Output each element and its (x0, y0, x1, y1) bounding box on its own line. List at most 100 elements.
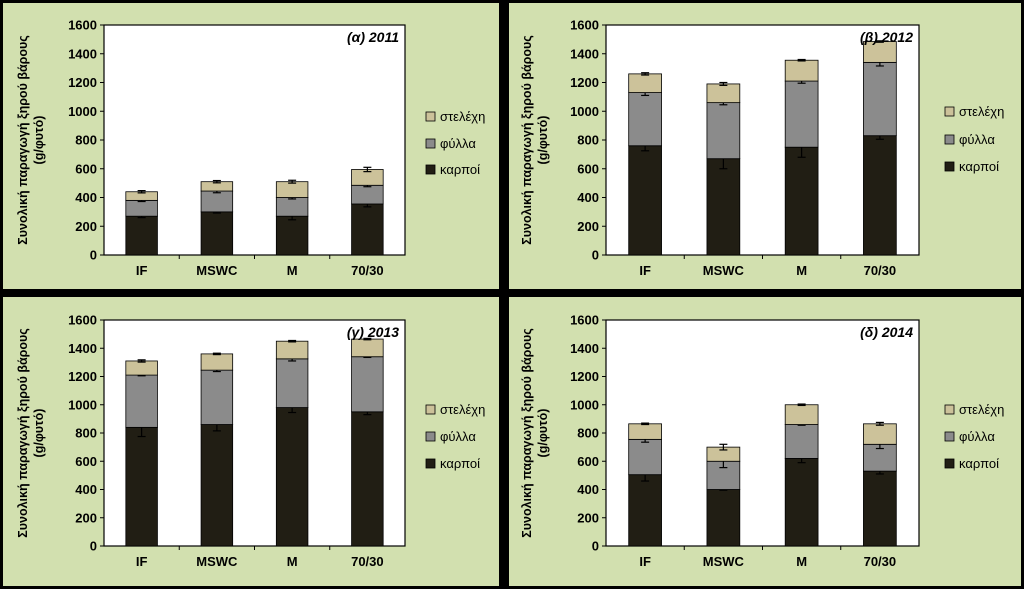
y-tick-label: 1200 (570, 75, 599, 90)
error-bar (641, 422, 650, 426)
y-tick-label: 400 (577, 482, 599, 497)
y-tick-label: 0 (90, 248, 97, 263)
y-tick-label: 1000 (68, 397, 97, 412)
y-tick-label: 600 (577, 161, 599, 176)
bar-segment (628, 438, 662, 476)
y-tick-label: 1600 (68, 313, 97, 328)
error-bar (641, 72, 650, 76)
bar-segment (863, 423, 897, 445)
bar-segment (125, 215, 158, 256)
y-tick-label: 1000 (570, 104, 599, 119)
error-bar (137, 359, 146, 363)
y-tick-label: 0 (592, 248, 599, 263)
y-tick-label: 1600 (570, 18, 599, 33)
error-bar (719, 443, 728, 451)
error-bar (288, 339, 297, 343)
error-bar (212, 352, 221, 356)
y-tick-label: 200 (75, 219, 97, 234)
x-tick-label: IF (136, 263, 148, 278)
legend-swatch (944, 106, 955, 117)
chart-svg: 0 200 400 600 800 1000 1200 1400 1600 IF MSWC M 70/3… (16, 313, 485, 570)
bar-segment (200, 211, 234, 256)
legend-label: στελέχη (959, 402, 1004, 417)
bar-segment (706, 102, 741, 160)
error-bar (288, 179, 297, 184)
bar-segment (125, 426, 158, 547)
x-tick-label: 70/30 (864, 554, 897, 569)
x-tick-label: IF (639, 263, 651, 278)
bar-segment (784, 59, 819, 82)
bar-segment (863, 135, 897, 256)
bar-segment (200, 424, 234, 547)
bar-segment (706, 489, 741, 547)
bar-segment (351, 411, 384, 547)
y-axis-label: Συνολική παραγωγή ξηρού βάρους (520, 35, 534, 245)
bar-segment (784, 404, 819, 425)
chart-title: (α) 2011 (347, 29, 399, 45)
legend-label: καρποί (440, 162, 480, 177)
legend-label: καρποί (959, 159, 999, 174)
y-tick-label: 200 (75, 510, 97, 525)
bar-segment (200, 369, 234, 425)
bar-segment (125, 360, 158, 376)
bar-segment (628, 423, 662, 440)
y-tick-label: 1400 (68, 341, 97, 356)
x-tick-label: 70/30 (351, 263, 384, 278)
x-tick-label: MSWC (703, 554, 745, 569)
chart-svg: 0 200 400 600 800 1000 1200 1400 1600 IF MSWC M 70/3… (16, 18, 485, 279)
y-tick-label: 1200 (68, 75, 97, 90)
x-tick-label: 70/30 (864, 263, 897, 278)
x-tick-label: M (796, 554, 807, 569)
legend-label: φύλλα (959, 429, 995, 444)
x-tick-label: MSWC (196, 263, 238, 278)
chart-svg: 0 200 400 600 800 1000 1200 1400 1600 IF MSWC M 70/3… (520, 313, 1004, 570)
y-tick-label: 800 (577, 426, 599, 441)
legend-swatch (425, 458, 436, 469)
chart-panel-2011: 0 200 400 600 800 1000 1200 1400 1600 IF MSWC M 70/3… (3, 3, 499, 289)
bar-segment (275, 181, 309, 198)
bar-segment (351, 356, 384, 413)
y-tick-label: 1000 (570, 397, 599, 412)
x-tick-label: M (796, 263, 807, 278)
legend-label: καρποί (959, 456, 999, 471)
bar-segment (863, 61, 897, 137)
error-bar (719, 81, 728, 86)
bar-segment (706, 158, 741, 256)
y-tick-label: 1400 (570, 46, 599, 61)
y-tick-label: 1400 (68, 46, 97, 61)
error-bar (797, 58, 806, 62)
y-tick-label: 1400 (570, 341, 599, 356)
error-bar (797, 403, 806, 407)
bar-segment (628, 145, 662, 256)
legend-label: στελέχη (440, 109, 485, 124)
legend-swatch (944, 134, 955, 145)
y-tick-label: 400 (75, 482, 97, 497)
legend-label: στελέχη (440, 402, 485, 417)
y-tick-label: 1000 (68, 104, 97, 119)
bar-segment (275, 358, 309, 408)
bar-segment (200, 190, 234, 213)
chart-title: (δ) 2014 (860, 324, 913, 340)
x-tick-label: 70/30 (351, 554, 384, 569)
y-tick-label: 200 (577, 219, 599, 234)
y-tick-label: 800 (577, 133, 599, 148)
legend-label: φύλλα (440, 429, 476, 444)
bar-segment (275, 407, 309, 547)
chart-panel-2014: 0 200 400 600 800 1000 1200 1400 1600 IF MSWC M 70/3… (509, 297, 1021, 586)
bar-segment (125, 199, 158, 217)
y-tick-label: 600 (75, 161, 97, 176)
y-axis-label: Συνολική παραγωγή ξηρού βάρους (520, 328, 534, 538)
x-tick-label: MSWC (196, 554, 238, 569)
legend-swatch (425, 404, 436, 415)
legend-label: στελέχη (959, 104, 1004, 119)
y-tick-label: 0 (90, 539, 97, 554)
legend-swatch (944, 161, 955, 172)
y-axis-label: Συνολική παραγωγή ξηρού βάρους (16, 328, 30, 538)
legend-swatch (425, 138, 436, 149)
legend-swatch (944, 431, 955, 442)
error-bar (875, 421, 884, 426)
legend-label: φύλλα (440, 136, 476, 151)
bar-segment (863, 470, 897, 547)
bar-segment (628, 474, 662, 547)
error-bar (363, 166, 372, 173)
